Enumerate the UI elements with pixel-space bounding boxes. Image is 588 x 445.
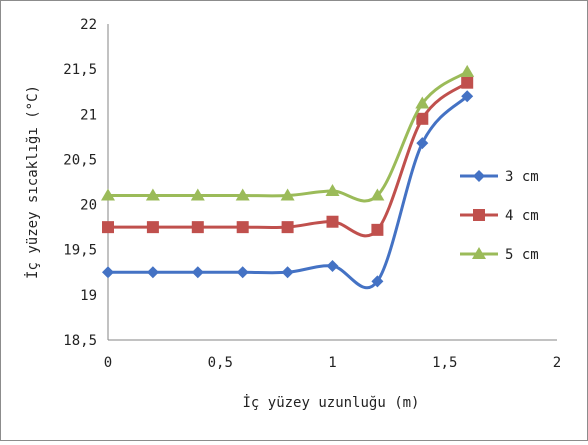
y-tick-label: 21 [80, 107, 97, 123]
series-group [101, 65, 474, 288]
legend: 3 cm 4 cm 5 cm [460, 169, 539, 263]
series-line [108, 83, 467, 236]
data-point [461, 77, 473, 89]
y-tick-label: 20,5 [63, 152, 97, 168]
legend-label: 4 cm [505, 208, 539, 224]
axes [108, 24, 557, 340]
data-point [282, 221, 294, 233]
data-point [147, 221, 159, 233]
y-axis-title: İç yüzey sıcaklığı (°C) [23, 85, 41, 279]
data-point [327, 216, 339, 228]
legend-item: 4 cm [460, 208, 539, 224]
x-tick-label: 1,5 [432, 355, 457, 371]
data-point [102, 221, 114, 233]
x-tick-label: 1 [328, 355, 336, 371]
x-tick-label: 2 [553, 355, 561, 371]
data-point [237, 266, 249, 278]
data-point [371, 224, 383, 236]
y-tick-label: 19 [80, 288, 97, 304]
data-point [327, 260, 339, 272]
y-tick-label: 20 [80, 198, 97, 214]
series-2 [101, 65, 474, 201]
legend-label: 3 cm [505, 169, 539, 185]
data-point [147, 266, 159, 278]
y-tick-label: 22 [80, 17, 97, 33]
data-point [282, 266, 294, 278]
y-tick-label: 21,5 [63, 62, 97, 78]
x-tick-label: 0,5 [208, 355, 233, 371]
data-point [460, 65, 474, 77]
data-point [416, 137, 428, 149]
legend-item: 3 cm [460, 169, 539, 185]
data-point [416, 113, 428, 125]
data-point [192, 221, 204, 233]
data-point [237, 221, 249, 233]
data-point [102, 266, 114, 278]
legend-marker [473, 209, 485, 221]
legend-label: 5 cm [505, 247, 539, 263]
x-tick-label: 0 [104, 355, 112, 371]
y-tick-label: 18,5 [63, 333, 97, 349]
legend-marker [473, 170, 485, 182]
legend-item: 5 cm [460, 247, 539, 263]
x-axis-title: İç yüzey uzunluğu (m) [242, 393, 419, 411]
data-point [192, 266, 204, 278]
y-tick-label: 19,5 [63, 243, 97, 259]
